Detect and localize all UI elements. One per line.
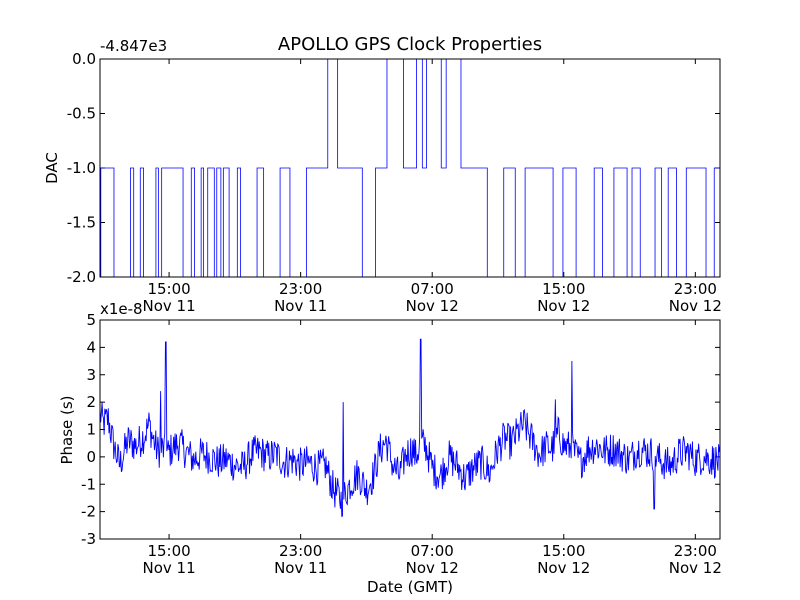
dac-series — [100, 58, 720, 278]
dac-panel: -4.847e3 DAC -2.0-1.5-1.0-0.50.015:00Nov… — [43, 37, 722, 315]
dac-xtick-time-label: 15:00 — [542, 280, 585, 298]
phase-xtick-date-label: Nov 12 — [669, 559, 722, 577]
dac-xtick-time-label: 15:00 — [147, 280, 190, 298]
phase-xtick-time-label: 15:00 — [147, 542, 190, 560]
phase-xtick-time-label: 15:00 — [542, 542, 585, 560]
phase-ytick-label: 5 — [86, 311, 96, 329]
chart-title: APOLLO GPS Clock Properties — [278, 34, 542, 55]
phase-ytick-label: -3 — [81, 530, 96, 548]
dac-xtick-date-label: Nov 11 — [143, 297, 196, 315]
dac-plot-frame — [99, 58, 721, 278]
dac-xtick-time-label: 23:00 — [279, 280, 322, 298]
phase-series-line — [99, 338, 721, 517]
dac-ytick-label: -0.5 — [67, 105, 96, 123]
phase-xtick-time-label: 23:00 — [674, 542, 717, 560]
phase-offset-text: x1e-8 — [100, 300, 143, 318]
dac-ytick-label: -1.5 — [67, 214, 96, 232]
phase-ytick-label: 1 — [86, 421, 96, 439]
dac-xtick-time-label: 23:00 — [674, 280, 717, 298]
x-axis-label: Date (GMT) — [367, 578, 453, 596]
dac-xtick-date-label: Nov 11 — [274, 297, 327, 315]
phase-y-axis-label: Phase (s) — [58, 395, 76, 464]
phase-ytick-label: 3 — [86, 366, 96, 384]
phase-ytick-label: -2 — [81, 503, 96, 521]
dac-y-axis-label: DAC — [43, 152, 61, 184]
phase-xtick-date-label: Nov 11 — [143, 559, 196, 577]
phase-ytick-label: 0 — [86, 448, 96, 466]
dac-ytick-label: -2.0 — [67, 268, 96, 286]
phase-plot-frame — [99, 319, 721, 540]
phase-ytick-label: 4 — [86, 338, 96, 356]
dac-xtick-date-label: Nov 12 — [669, 297, 722, 315]
dac-ytick-label: -1.0 — [67, 159, 96, 177]
phase-xtick-date-label: Nov 12 — [537, 559, 590, 577]
phase-xtick-time-label: 07:00 — [411, 542, 454, 560]
phase-xtick-date-label: Nov 12 — [406, 559, 459, 577]
dac-series-line — [100, 58, 720, 278]
phase-panel: x1e-8 Phase (s) Date (GMT) -3 -2 -1 0 1 2 3 4 5 1… — [58, 300, 722, 596]
phase-ytick-label: -1 — [81, 475, 96, 493]
dac-ytick-label: 0.0 — [72, 50, 96, 68]
phase-ytick-label: 2 — [86, 393, 96, 411]
phase-series — [99, 338, 721, 517]
dac-xtick-date-label: Nov 12 — [406, 297, 459, 315]
dac-offset-text: -4.847e3 — [100, 37, 167, 55]
dac-xtick-date-label: Nov 12 — [537, 297, 590, 315]
dac-xtick-time-label: 07:00 — [411, 280, 454, 298]
phase-xtick-date-label: Nov 11 — [274, 559, 327, 577]
phase-xtick-time-label: 23:00 — [279, 542, 322, 560]
